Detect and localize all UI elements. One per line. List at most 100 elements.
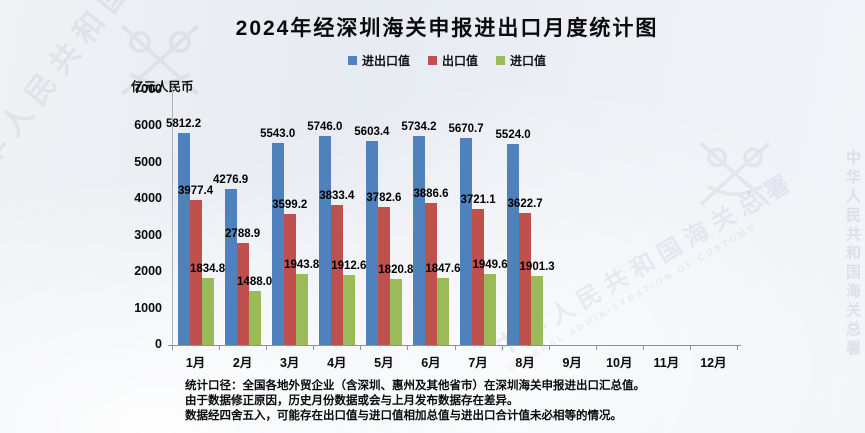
bar-value-label: 1488.0: [237, 275, 273, 288]
chart-title: 2024年经深圳海关申报进出口月度统计图: [235, 17, 659, 40]
bar: [412, 136, 425, 345]
legend-label: 进口值: [510, 54, 547, 68]
bar: [472, 209, 485, 345]
bar-value-label: 1949.6: [472, 258, 508, 271]
legend-swatch-icon: [347, 56, 357, 65]
footnote-line: 数据经四舍五入，可能存在出口值与进口值相加总值与进出口合计值未必相等的情况。: [185, 410, 622, 422]
bar: [248, 290, 261, 345]
x-axis-tick-mark: [548, 345, 550, 350]
bar: [283, 213, 296, 345]
chart-legend: 进出口值 出口值 进口值: [130, 52, 764, 69]
bar-value-label: 1943.8: [284, 259, 320, 272]
bar-value-label: 5670.7: [448, 123, 484, 136]
x-axis-month-label: 12月: [700, 356, 727, 370]
y-axis-line: [172, 86, 173, 345]
bar-value-label: 3833.4: [319, 190, 355, 203]
bar: [484, 273, 497, 345]
bar: [189, 200, 202, 345]
bar-value-label: 1834.8: [189, 263, 226, 276]
bar-value-label: 5746.0: [307, 120, 343, 133]
x-axis-month-label: 5月: [374, 356, 394, 370]
legend-swatch-icon: [496, 56, 505, 65]
bar-value-label: 3622.7: [507, 198, 543, 211]
bar: [295, 274, 308, 345]
x-axis-tick-mark: [737, 345, 738, 350]
y-axis-tick-label: 0: [155, 337, 162, 351]
bar: [224, 189, 237, 345]
bar-value-label: 1847.6: [425, 262, 461, 275]
footnotes: 统计口径：全国各地外贸企业（含深圳、惠州及其他省市）在深圳海关申报进出口汇总值。…: [185, 379, 645, 424]
legend-label: 进出口值: [361, 54, 410, 68]
x-axis-tick-mark: [501, 345, 503, 350]
y-axis-tick-label: 2000: [134, 264, 162, 279]
y-axis-tick-label: 1000: [134, 300, 162, 315]
x-axis-tick-mark: [689, 345, 691, 350]
footnote-line: 由于数据修正原因，历史月份数据或会与上月发布数据存在差异。: [185, 395, 519, 407]
bar-value-label: 3886.6: [413, 188, 449, 201]
bar-value-label: 5812.2: [165, 118, 202, 131]
bar: [365, 140, 378, 345]
footnote-line: 统计口径：全国各地外贸企业（含深圳、惠州及其他省市）在深圳海关申报进出口汇总值。: [185, 380, 645, 392]
bar: [342, 275, 355, 345]
x-axis-tick-mark: [172, 345, 173, 350]
x-axis-tick-mark: [595, 345, 597, 350]
legend-label: 出口值: [441, 54, 478, 68]
x-axis-tick-mark: [360, 345, 362, 350]
bar-value-label: 3977.4: [177, 185, 214, 198]
bar: [271, 143, 284, 345]
bar-value-label: 3599.2: [272, 198, 308, 211]
y-axis-tick-label: 6000: [134, 118, 162, 133]
y-axis-tick-label: 5000: [134, 154, 162, 169]
legend-item: 进出口值: [347, 52, 410, 69]
bar: [177, 133, 190, 345]
y-axis-tick-label: 7000: [134, 82, 162, 96]
x-axis-month-label: 9月: [562, 356, 582, 370]
bar-value-label: 5603.4: [354, 125, 390, 138]
bar: [330, 205, 343, 345]
x-axis-month-label: 7月: [468, 356, 488, 370]
x-axis-month-label: 11月: [653, 356, 680, 370]
x-axis-tick-mark: [313, 345, 315, 350]
bar: [389, 278, 402, 345]
bar-value-label: 1901.3: [519, 260, 555, 273]
bar-value-label: 5543.0: [260, 128, 296, 141]
x-axis-month-label: 6月: [421, 356, 441, 370]
bar-value-label: 5734.2: [401, 121, 437, 134]
x-axis-tick-mark: [642, 345, 644, 350]
bar: [201, 278, 214, 345]
y-axis-tick-label: 3000: [134, 227, 162, 242]
x-axis-month-label: 2月: [232, 356, 253, 370]
bar-value-label: 5524.0: [495, 128, 531, 141]
x-axis-tick-mark: [219, 345, 221, 350]
bar: [318, 135, 331, 345]
bar: [424, 203, 437, 345]
bar: [436, 277, 449, 345]
x-axis-month-label: 1月: [185, 356, 206, 370]
bar: [531, 275, 544, 345]
customs-emblem-watermark-icon: [699, 141, 771, 206]
legend-item: 出口值: [427, 52, 478, 69]
bar-value-label: 4276.9: [213, 174, 249, 187]
bar: [377, 207, 390, 345]
bar-value-label: 2788.9: [225, 228, 261, 241]
y-axis-unit-label: 亿元人民币: [131, 80, 194, 94]
bar: [507, 143, 520, 345]
bar-value-label: 3721.1: [460, 194, 496, 207]
x-axis-tick-mark: [266, 345, 268, 350]
bar-value-label: 1912.6: [331, 260, 367, 273]
legend-item: 进口值: [496, 52, 546, 69]
bar-value-label: 3782.6: [366, 192, 402, 205]
x-axis-month-label: 4月: [327, 356, 347, 370]
x-axis-month-label: 10月: [606, 356, 633, 370]
x-axis-month-label: 3月: [279, 356, 300, 370]
x-axis-month-label: 8月: [515, 356, 535, 370]
x-axis-tick-mark: [407, 345, 409, 350]
bar: [460, 138, 473, 345]
bar: [519, 213, 532, 345]
watermark-customs-text-rightedge: 中华人民共和国海关总署: [844, 150, 861, 359]
x-axis-tick-mark: [454, 345, 456, 350]
bar-value-label: 1820.8: [378, 263, 414, 276]
bar: [236, 243, 249, 345]
legend-swatch-icon: [427, 56, 437, 65]
